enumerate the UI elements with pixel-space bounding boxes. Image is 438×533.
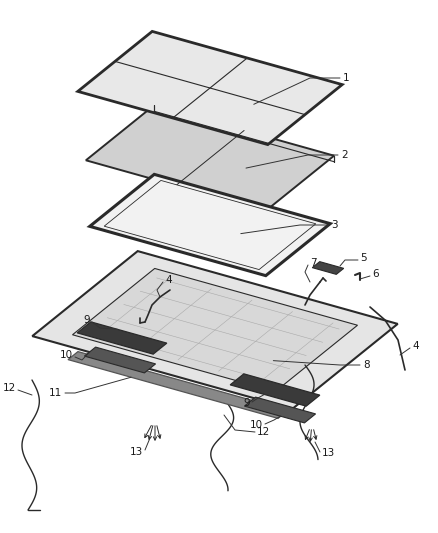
Text: 12: 12 bbox=[257, 427, 270, 437]
Polygon shape bbox=[86, 106, 334, 211]
Text: 7: 7 bbox=[310, 258, 317, 268]
Text: 4: 4 bbox=[165, 275, 172, 285]
Polygon shape bbox=[244, 397, 316, 423]
Text: 6: 6 bbox=[372, 269, 378, 279]
Text: 9: 9 bbox=[83, 315, 90, 325]
Polygon shape bbox=[73, 269, 357, 392]
Polygon shape bbox=[32, 251, 398, 409]
Text: 13: 13 bbox=[322, 448, 335, 458]
Text: 10: 10 bbox=[60, 350, 73, 360]
Text: 9: 9 bbox=[244, 398, 250, 408]
Polygon shape bbox=[77, 322, 167, 354]
Polygon shape bbox=[78, 31, 342, 144]
Text: 1: 1 bbox=[343, 73, 350, 83]
Polygon shape bbox=[312, 262, 344, 274]
Text: 11: 11 bbox=[49, 388, 62, 398]
Text: 12: 12 bbox=[3, 383, 16, 393]
Polygon shape bbox=[85, 347, 155, 373]
Text: 2: 2 bbox=[341, 150, 348, 160]
Polygon shape bbox=[230, 374, 320, 406]
Text: 4: 4 bbox=[412, 341, 419, 351]
Polygon shape bbox=[104, 181, 316, 270]
Text: 10: 10 bbox=[250, 420, 263, 430]
Text: 3: 3 bbox=[331, 220, 338, 230]
Polygon shape bbox=[90, 174, 330, 276]
Polygon shape bbox=[68, 352, 288, 418]
Text: 5: 5 bbox=[360, 253, 367, 263]
Text: 8: 8 bbox=[363, 360, 370, 370]
Text: 13: 13 bbox=[130, 447, 143, 457]
